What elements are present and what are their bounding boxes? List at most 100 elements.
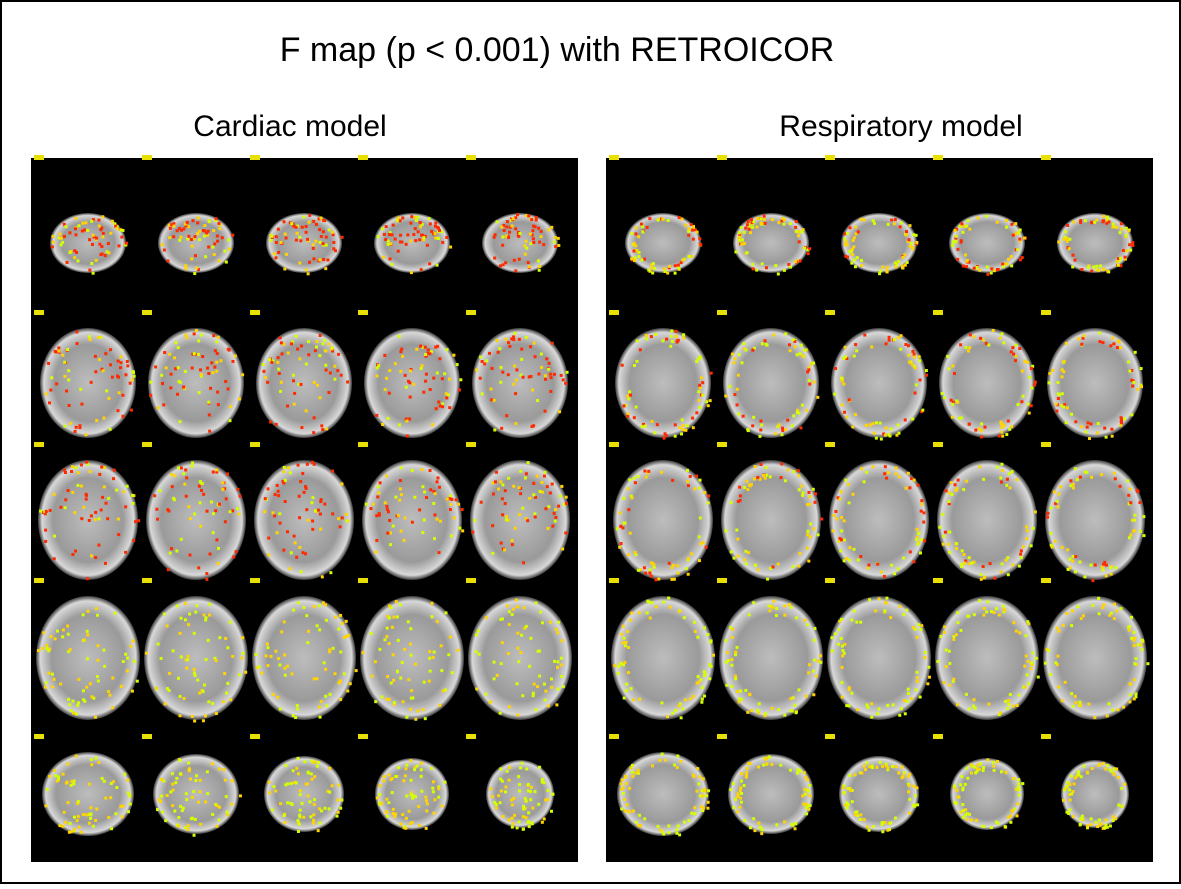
activation (1017, 564, 1021, 568)
activation (782, 218, 786, 222)
activation (1049, 506, 1053, 510)
activation (654, 578, 658, 582)
activation (650, 263, 654, 267)
slice-tag (250, 734, 260, 739)
activation (1029, 667, 1033, 671)
brain-slice (617, 752, 709, 836)
brain-slice (950, 758, 1024, 830)
activation (623, 644, 627, 648)
activation (388, 604, 392, 608)
activation (878, 421, 882, 425)
activation (737, 231, 741, 235)
activation (531, 806, 535, 810)
activation (913, 366, 917, 370)
activation (492, 398, 496, 402)
activation (913, 627, 917, 631)
activation (449, 494, 453, 498)
activation (173, 474, 177, 478)
activation (1133, 662, 1137, 666)
activation (1059, 485, 1063, 489)
activation (85, 813, 89, 817)
activation (223, 487, 227, 491)
activation (765, 762, 769, 766)
activation (227, 238, 231, 242)
activation (193, 235, 197, 239)
activation (546, 789, 550, 793)
activation (437, 787, 441, 791)
activation (294, 781, 298, 785)
activation (953, 483, 957, 487)
activation (686, 479, 690, 483)
activation (808, 535, 812, 539)
activation (806, 248, 810, 252)
activation (524, 517, 528, 521)
activation (156, 642, 160, 646)
activation (708, 677, 712, 681)
activation (182, 385, 186, 389)
activation (1092, 265, 1096, 269)
activation (559, 663, 563, 667)
activation (946, 354, 950, 358)
activation (852, 258, 856, 262)
activation (898, 604, 902, 608)
activation (1119, 346, 1123, 350)
activation (908, 811, 912, 815)
activation (232, 555, 236, 559)
activation (735, 528, 739, 532)
activation (96, 679, 100, 683)
activation (312, 677, 316, 681)
activation (766, 577, 770, 581)
activation (405, 419, 409, 423)
activation (88, 682, 92, 686)
activation (537, 372, 541, 376)
activation (706, 404, 710, 408)
activation (319, 527, 323, 531)
activation (760, 832, 764, 836)
activation (623, 797, 627, 801)
activation (168, 671, 172, 675)
activation (691, 773, 695, 777)
activation (690, 811, 694, 815)
activation (431, 655, 435, 659)
activation (124, 373, 128, 377)
activation (1098, 331, 1102, 335)
activation (686, 556, 690, 560)
activation (900, 776, 904, 780)
activation (960, 549, 964, 553)
activation (1070, 692, 1074, 696)
activation (523, 476, 527, 480)
activation (564, 501, 568, 505)
activation (510, 798, 514, 802)
activation (201, 229, 205, 233)
activation (282, 548, 286, 552)
activation (1115, 609, 1119, 613)
activation (221, 487, 225, 491)
activation (492, 660, 496, 664)
activation (847, 704, 851, 708)
activation (799, 343, 803, 347)
activation (1091, 579, 1095, 583)
activation (72, 815, 76, 819)
activation (450, 671, 454, 675)
activation (788, 603, 792, 607)
activation (907, 784, 911, 788)
activation (510, 543, 514, 547)
activation (797, 234, 801, 238)
activation (926, 682, 930, 686)
activation (620, 632, 624, 636)
activation (294, 334, 298, 338)
activation (981, 564, 985, 568)
activation (686, 558, 690, 562)
slice-tag (142, 734, 152, 739)
activation (1051, 368, 1055, 372)
slice-tag (250, 442, 260, 447)
activation (734, 650, 738, 654)
activation (905, 608, 909, 612)
activation (93, 715, 97, 719)
activation (665, 337, 669, 341)
activation (175, 229, 179, 233)
activation (845, 556, 849, 560)
activation (477, 652, 481, 656)
activation (296, 821, 300, 825)
activation (771, 218, 775, 222)
